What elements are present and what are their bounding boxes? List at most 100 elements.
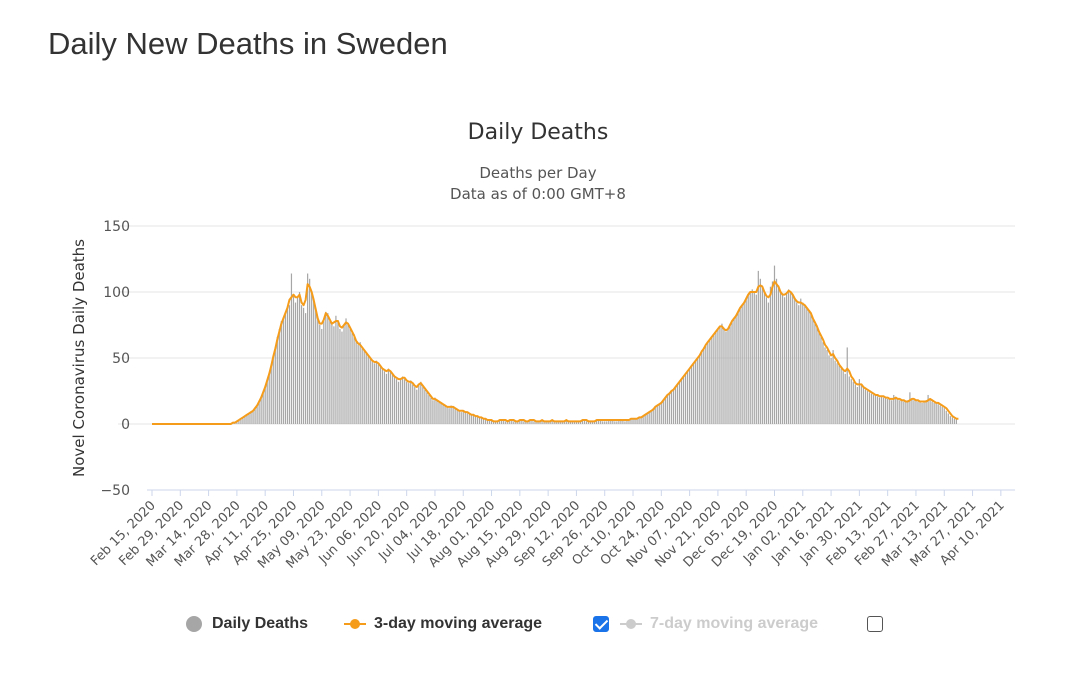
daily-deaths-chart: 150 100 50 0 −50 Daily Deaths Deaths per Day…: [70, 120, 1015, 572]
bar: [612, 420, 614, 424]
bar: [646, 413, 648, 424]
bar: [852, 381, 854, 424]
bar: [709, 339, 711, 424]
bar: [545, 421, 547, 424]
bar: [680, 379, 683, 424]
bar: [836, 363, 838, 424]
bar: [765, 297, 768, 424]
bar: [854, 384, 856, 424]
bar: [569, 421, 571, 424]
bar: [361, 347, 363, 424]
bar: [329, 321, 331, 424]
bar: [636, 418, 638, 424]
bar: [286, 307, 289, 424]
bar: [741, 305, 743, 424]
bar: [470, 414, 472, 424]
legend-item-3-day-average[interactable]: 3-day moving average: [344, 606, 542, 642]
bar: [581, 420, 584, 424]
bar: [618, 420, 620, 424]
bar: [444, 405, 446, 424]
bar: [596, 420, 598, 424]
bar: [800, 298, 802, 424]
y-axis-label: Novel Coronavirus Daily Deaths: [70, 239, 88, 477]
bar: [464, 412, 466, 424]
bar: [921, 402, 923, 424]
bar: [430, 397, 432, 424]
bar: [448, 408, 450, 424]
bar: [743, 302, 745, 424]
bar: [488, 420, 491, 424]
bar: [796, 302, 798, 424]
bar: [889, 398, 891, 424]
bar: [246, 414, 248, 424]
bar: [786, 292, 788, 424]
bar: [925, 400, 927, 424]
bar: [577, 421, 580, 424]
bar: [387, 368, 390, 424]
bar: [640, 417, 642, 424]
bar: [674, 387, 677, 424]
bar: [818, 331, 820, 424]
bar: [292, 294, 295, 424]
bar: [426, 392, 428, 424]
legend-item-daily-deaths[interactable]: Daily Deaths: [186, 606, 308, 642]
bar: [529, 420, 531, 424]
bar: [472, 414, 474, 424]
bar: [369, 358, 371, 424]
bar: [294, 302, 297, 424]
bar: [268, 373, 270, 424]
bar: [494, 421, 497, 424]
bar: [583, 420, 586, 424]
bar: [345, 318, 347, 424]
bar: [519, 420, 521, 424]
bar: [406, 381, 408, 424]
bar: [648, 412, 650, 424]
bar: [600, 420, 602, 424]
bar: [634, 418, 636, 424]
bar: [628, 420, 630, 424]
bar: [697, 358, 699, 424]
bar: [573, 421, 576, 424]
bar: [317, 318, 319, 424]
legend-item-7-day-average[interactable]: 7-day moving average: [620, 606, 818, 642]
bar: [359, 342, 361, 424]
bar: [367, 355, 369, 424]
bar: [883, 397, 885, 424]
bar: [947, 413, 949, 424]
bar: [802, 302, 804, 424]
bar: [260, 397, 262, 424]
bar: [656, 405, 658, 424]
bar: [454, 408, 456, 424]
bar: [300, 305, 303, 424]
bar: [794, 298, 796, 424]
bar: [272, 355, 274, 424]
bar: [915, 400, 917, 424]
bar: [505, 421, 507, 424]
bar: [642, 416, 644, 424]
bar: [450, 405, 452, 424]
bar: [598, 420, 600, 424]
7-day-average-checkbox[interactable]: [867, 616, 883, 632]
bar: [244, 416, 246, 424]
bar: [589, 421, 592, 424]
bar: [757, 270, 759, 424]
3-day-average-checkbox[interactable]: [593, 616, 609, 632]
bar: [949, 416, 951, 424]
bar: [339, 328, 341, 424]
bar: [838, 365, 840, 424]
bar: [302, 307, 305, 424]
bar: [288, 305, 291, 424]
bar: [331, 323, 333, 424]
bar: [565, 420, 567, 424]
bar: [672, 389, 675, 424]
bar: [814, 323, 816, 424]
bar: [236, 421, 238, 424]
bar: [842, 371, 844, 424]
bar: [515, 421, 517, 424]
bar: [749, 292, 751, 424]
bar: [391, 373, 394, 424]
bar: [420, 381, 422, 424]
chart-subtitle-line-1: Deaths per Day: [479, 164, 596, 182]
bar: [725, 331, 727, 424]
legend-label: 7-day moving average: [650, 615, 819, 632]
